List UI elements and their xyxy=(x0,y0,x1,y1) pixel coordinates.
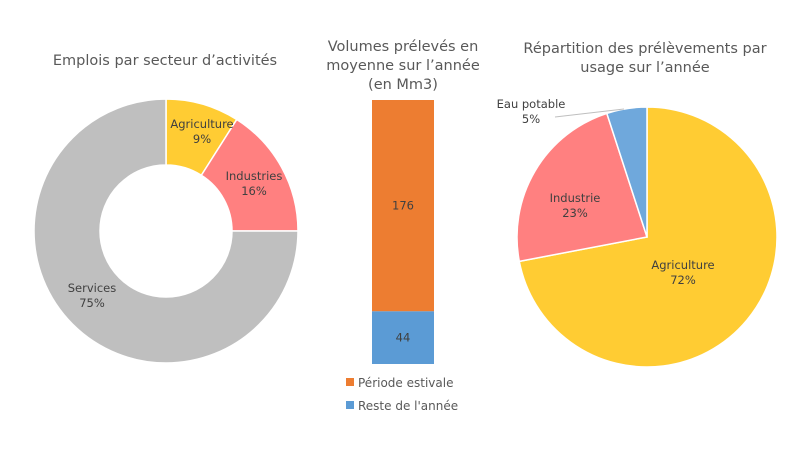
donut-slice-services xyxy=(33,98,299,364)
bar-title: Volumes prélevés en moyenne sur l’année … xyxy=(326,39,480,93)
pie-slice-agriculture xyxy=(518,106,778,368)
pie-label-industrie: Industrie 23% xyxy=(550,191,601,220)
pie-label-eau-potable: Eau potable 5% xyxy=(497,97,566,126)
bar-segment-periode-estivale xyxy=(372,100,434,312)
pie-leader-line xyxy=(554,108,625,118)
bar-segment-reste-de-l-annee xyxy=(372,311,434,364)
donut-label-industries: Industries 16% xyxy=(226,169,283,198)
pie-title: Répartition des prélèvements par usage s… xyxy=(523,41,767,76)
donut-label-agriculture: Agriculture 9% xyxy=(170,117,233,146)
legend-swatch-orange xyxy=(346,378,354,386)
pie-slice-industrie xyxy=(516,112,648,263)
legend-item-reste-annee: Reste de l'année xyxy=(346,399,458,413)
legend-swatch-blue xyxy=(346,401,354,409)
donut-title: Emplois par secteur d’activités xyxy=(52,53,278,69)
donut-label-services: Services 75% xyxy=(68,281,117,310)
legend-label: Période estivale xyxy=(358,376,454,390)
legend-label: Reste de l'année xyxy=(358,399,459,413)
bar-value-reste-de-l-annee: 44 xyxy=(396,331,411,345)
legend-item-periode-estivale: Période estivale xyxy=(346,376,453,390)
bar-value-periode-estivale: 176 xyxy=(392,199,414,213)
pie-slice-eau-potable xyxy=(605,106,648,238)
pie-label-agriculture: Agriculture 72% xyxy=(651,258,714,287)
